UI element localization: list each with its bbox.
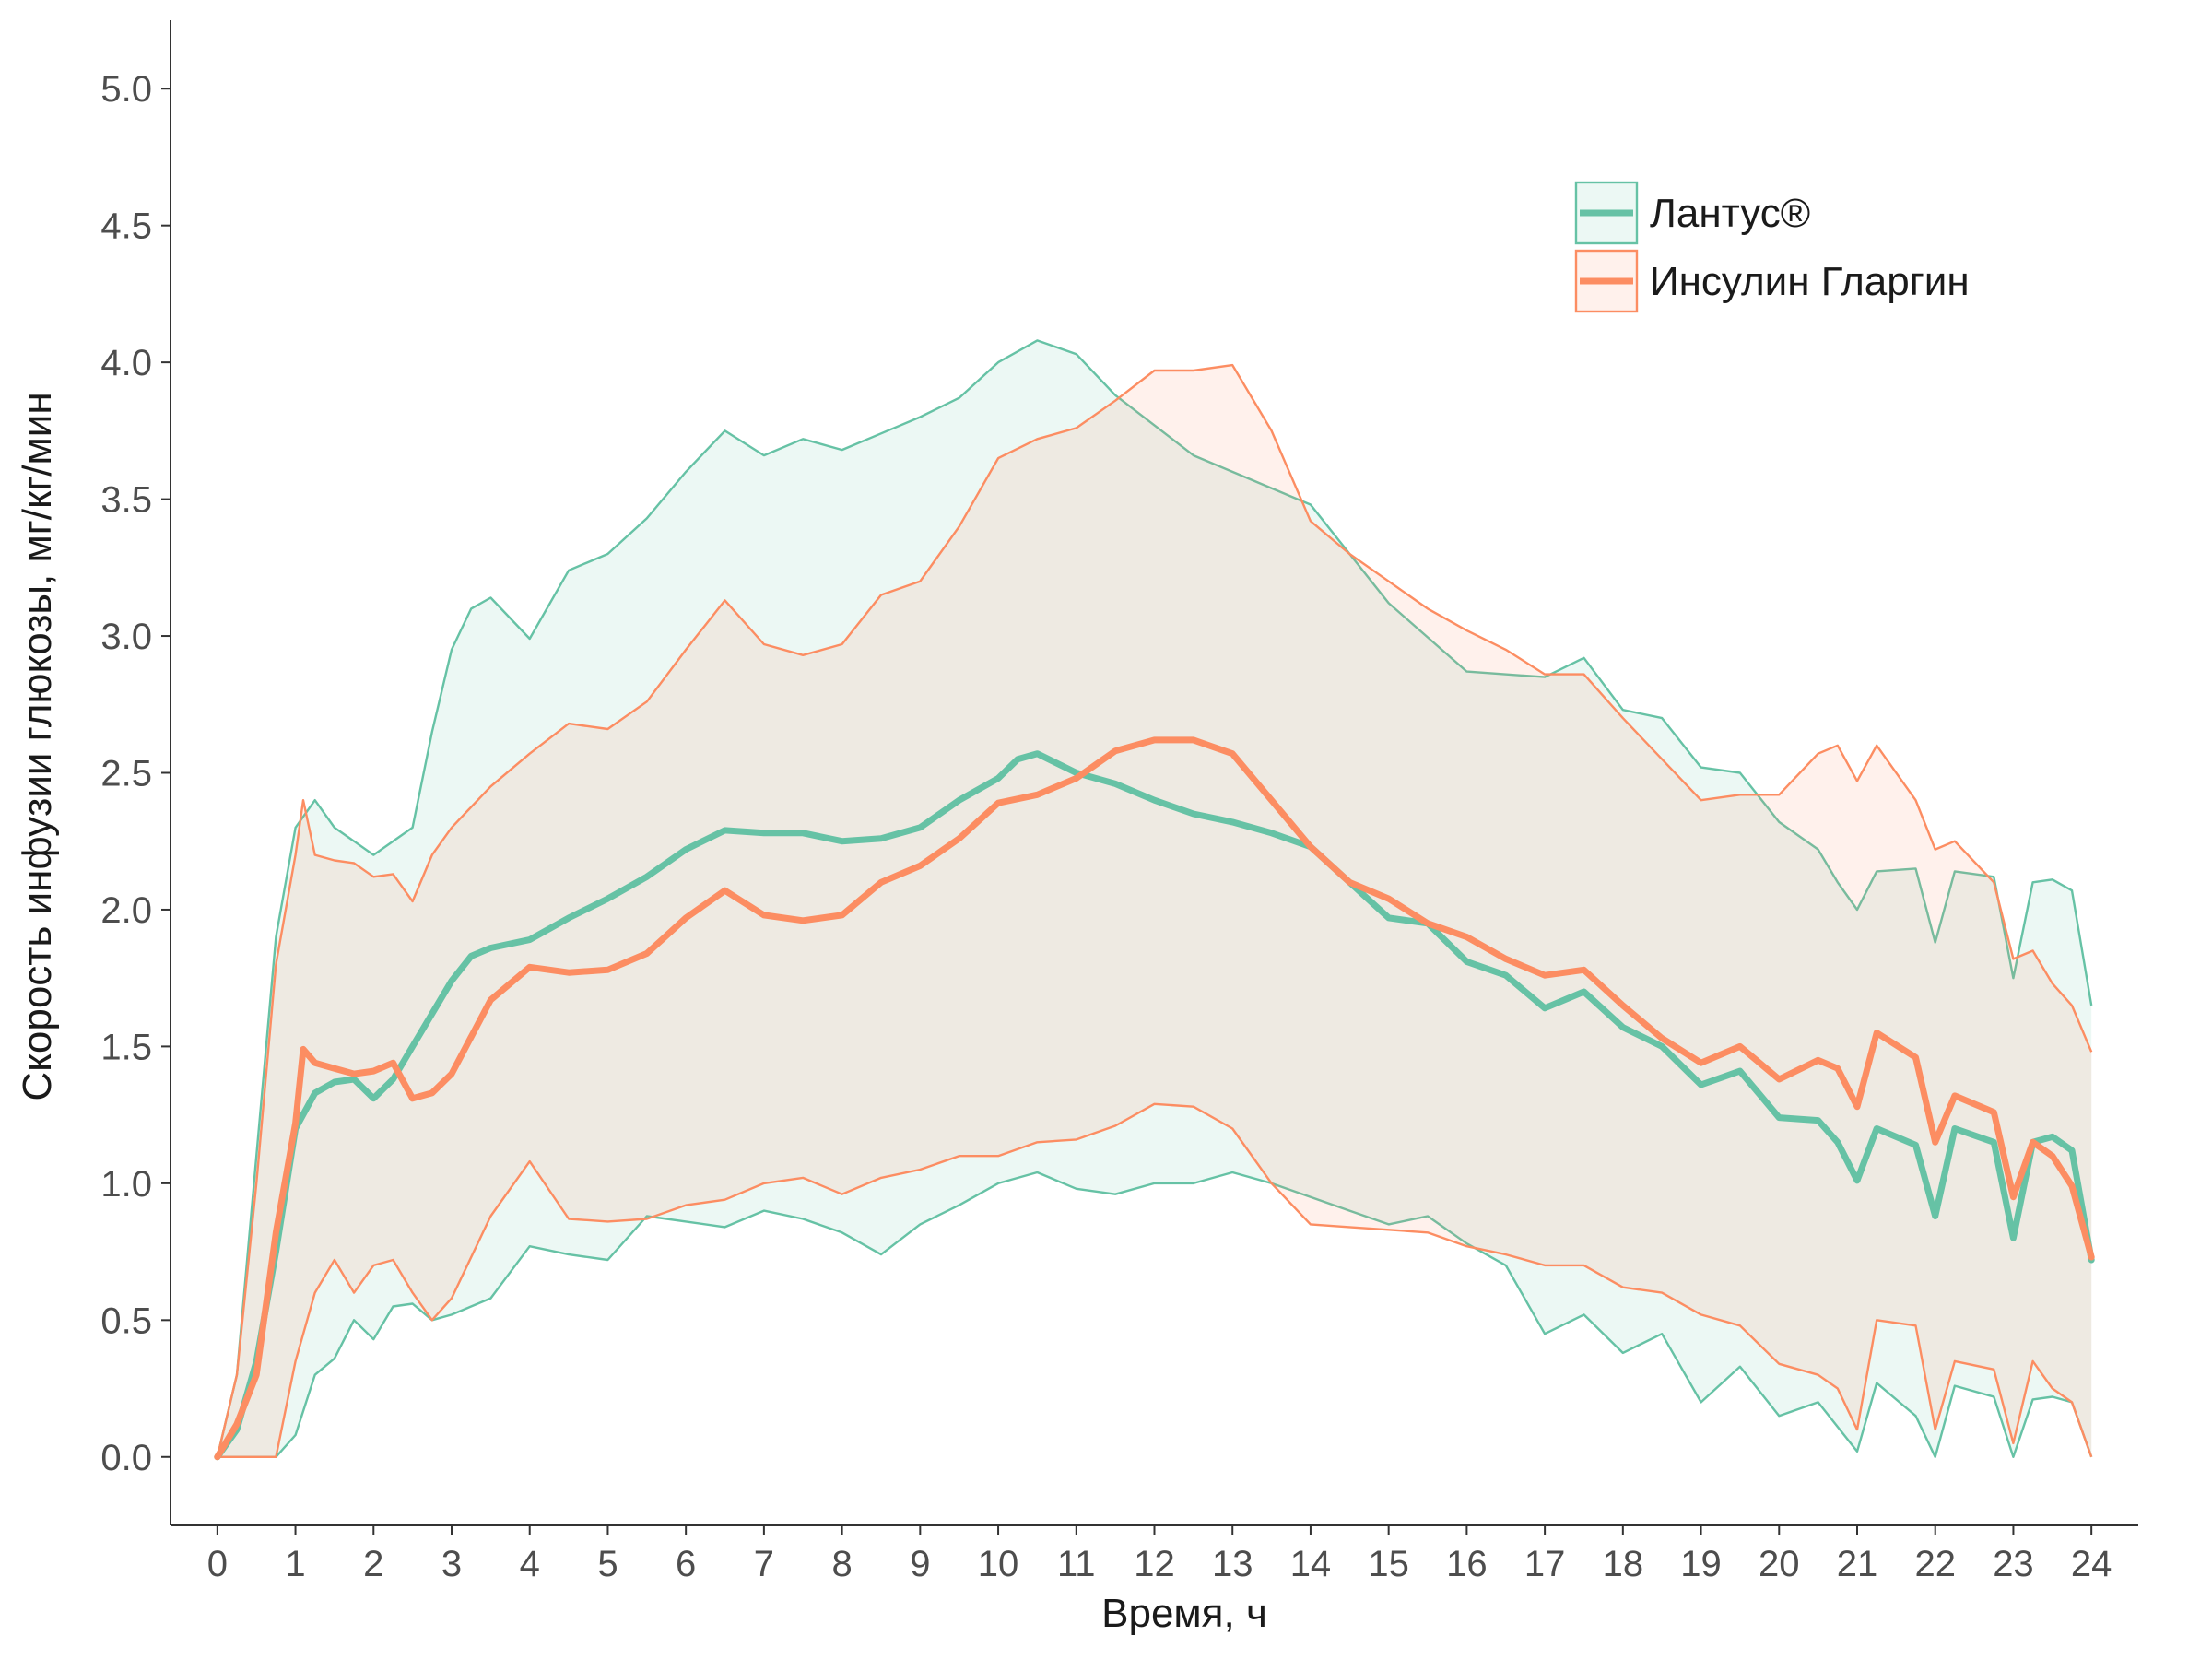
y-tick-label: 1.5 xyxy=(100,1027,152,1067)
glargine-upper-bound xyxy=(216,363,2093,1458)
y-tick-label: 0.5 xyxy=(100,1300,152,1341)
y-ticks: 0.0 0.5 1.0 1.5 2.0 2.5 3.0 3.5 4.0 4.5 5.0 xyxy=(100,69,171,1478)
lantus-legend-label: Лантус® xyxy=(1650,191,1810,236)
x-tick-label: 13 xyxy=(1212,1544,1253,1584)
x-tick-label: 11 xyxy=(1057,1544,1096,1584)
y-axis-title: Скорость инфузии глюкозы, мг/кг/мин xyxy=(15,392,60,1100)
x-tick-label: 15 xyxy=(1368,1544,1409,1584)
x-tick-label: 14 xyxy=(1290,1544,1332,1584)
x-tick-label: 1 xyxy=(285,1544,305,1584)
y-tick-label: 2.0 xyxy=(100,890,152,931)
x-tick-label: 8 xyxy=(831,1544,852,1584)
y-tick-label: 4.5 xyxy=(100,206,152,247)
lantus-upper-bound xyxy=(216,339,2093,1458)
x-tick-label: 2 xyxy=(363,1544,383,1584)
glargine-band-fill xyxy=(217,365,2092,1457)
legend: Лантус® Инсулин Гларгин xyxy=(1574,181,1970,313)
glargine-legend-label: Инсулин Гларгин xyxy=(1650,259,1970,304)
x-axis-title: Время, ч xyxy=(1101,1591,1267,1636)
x-tick-label: 3 xyxy=(441,1544,462,1584)
y-tick-label: 2.5 xyxy=(100,754,152,794)
y-tick-label: 4.0 xyxy=(100,343,152,383)
y-tick-label: 3.5 xyxy=(100,480,152,521)
confidence-bands xyxy=(216,339,2093,1459)
x-ticks: 0 1 2 3 4 5 6 7 8 9 10 11 12 13 14 15 16 17 18 19 20 21 22 23 24 xyxy=(207,1525,2112,1584)
x-tick-label: 4 xyxy=(520,1544,540,1584)
x-tick-label: 16 xyxy=(1446,1544,1488,1584)
x-tick-label: 6 xyxy=(676,1544,696,1584)
mean-lines xyxy=(214,736,2095,1461)
x-tick-label: 5 xyxy=(597,1544,618,1584)
glargine-mean-line xyxy=(214,736,2095,1461)
x-tick-label: 0 xyxy=(207,1544,228,1584)
x-tick-label: 18 xyxy=(1603,1544,1644,1584)
x-tick-label: 17 xyxy=(1524,1544,1566,1584)
x-tick-label: 19 xyxy=(1680,1544,1722,1584)
x-tick-label: 21 xyxy=(1837,1544,1878,1584)
x-tick-label: 9 xyxy=(910,1544,930,1584)
y-tick-label: 3.0 xyxy=(100,617,152,657)
lantus-mean-line xyxy=(214,750,2095,1461)
y-tick-label: 5.0 xyxy=(100,69,152,110)
x-tick-label: 22 xyxy=(1914,1544,1956,1584)
lantus-lower-bound xyxy=(217,1171,2093,1459)
lantus-band-fill xyxy=(217,340,2092,1457)
x-tick-label: 23 xyxy=(1993,1544,2034,1584)
x-tick-label: 20 xyxy=(1759,1544,1800,1584)
x-tick-label: 7 xyxy=(754,1544,774,1584)
x-tick-label: 10 xyxy=(978,1544,1019,1584)
glargine-lower-bound xyxy=(217,1102,2093,1459)
y-tick-label: 0.0 xyxy=(100,1438,152,1478)
x-tick-label: 24 xyxy=(2071,1544,2112,1584)
x-tick-label: 12 xyxy=(1134,1544,1175,1584)
y-tick-label: 1.0 xyxy=(100,1164,152,1205)
